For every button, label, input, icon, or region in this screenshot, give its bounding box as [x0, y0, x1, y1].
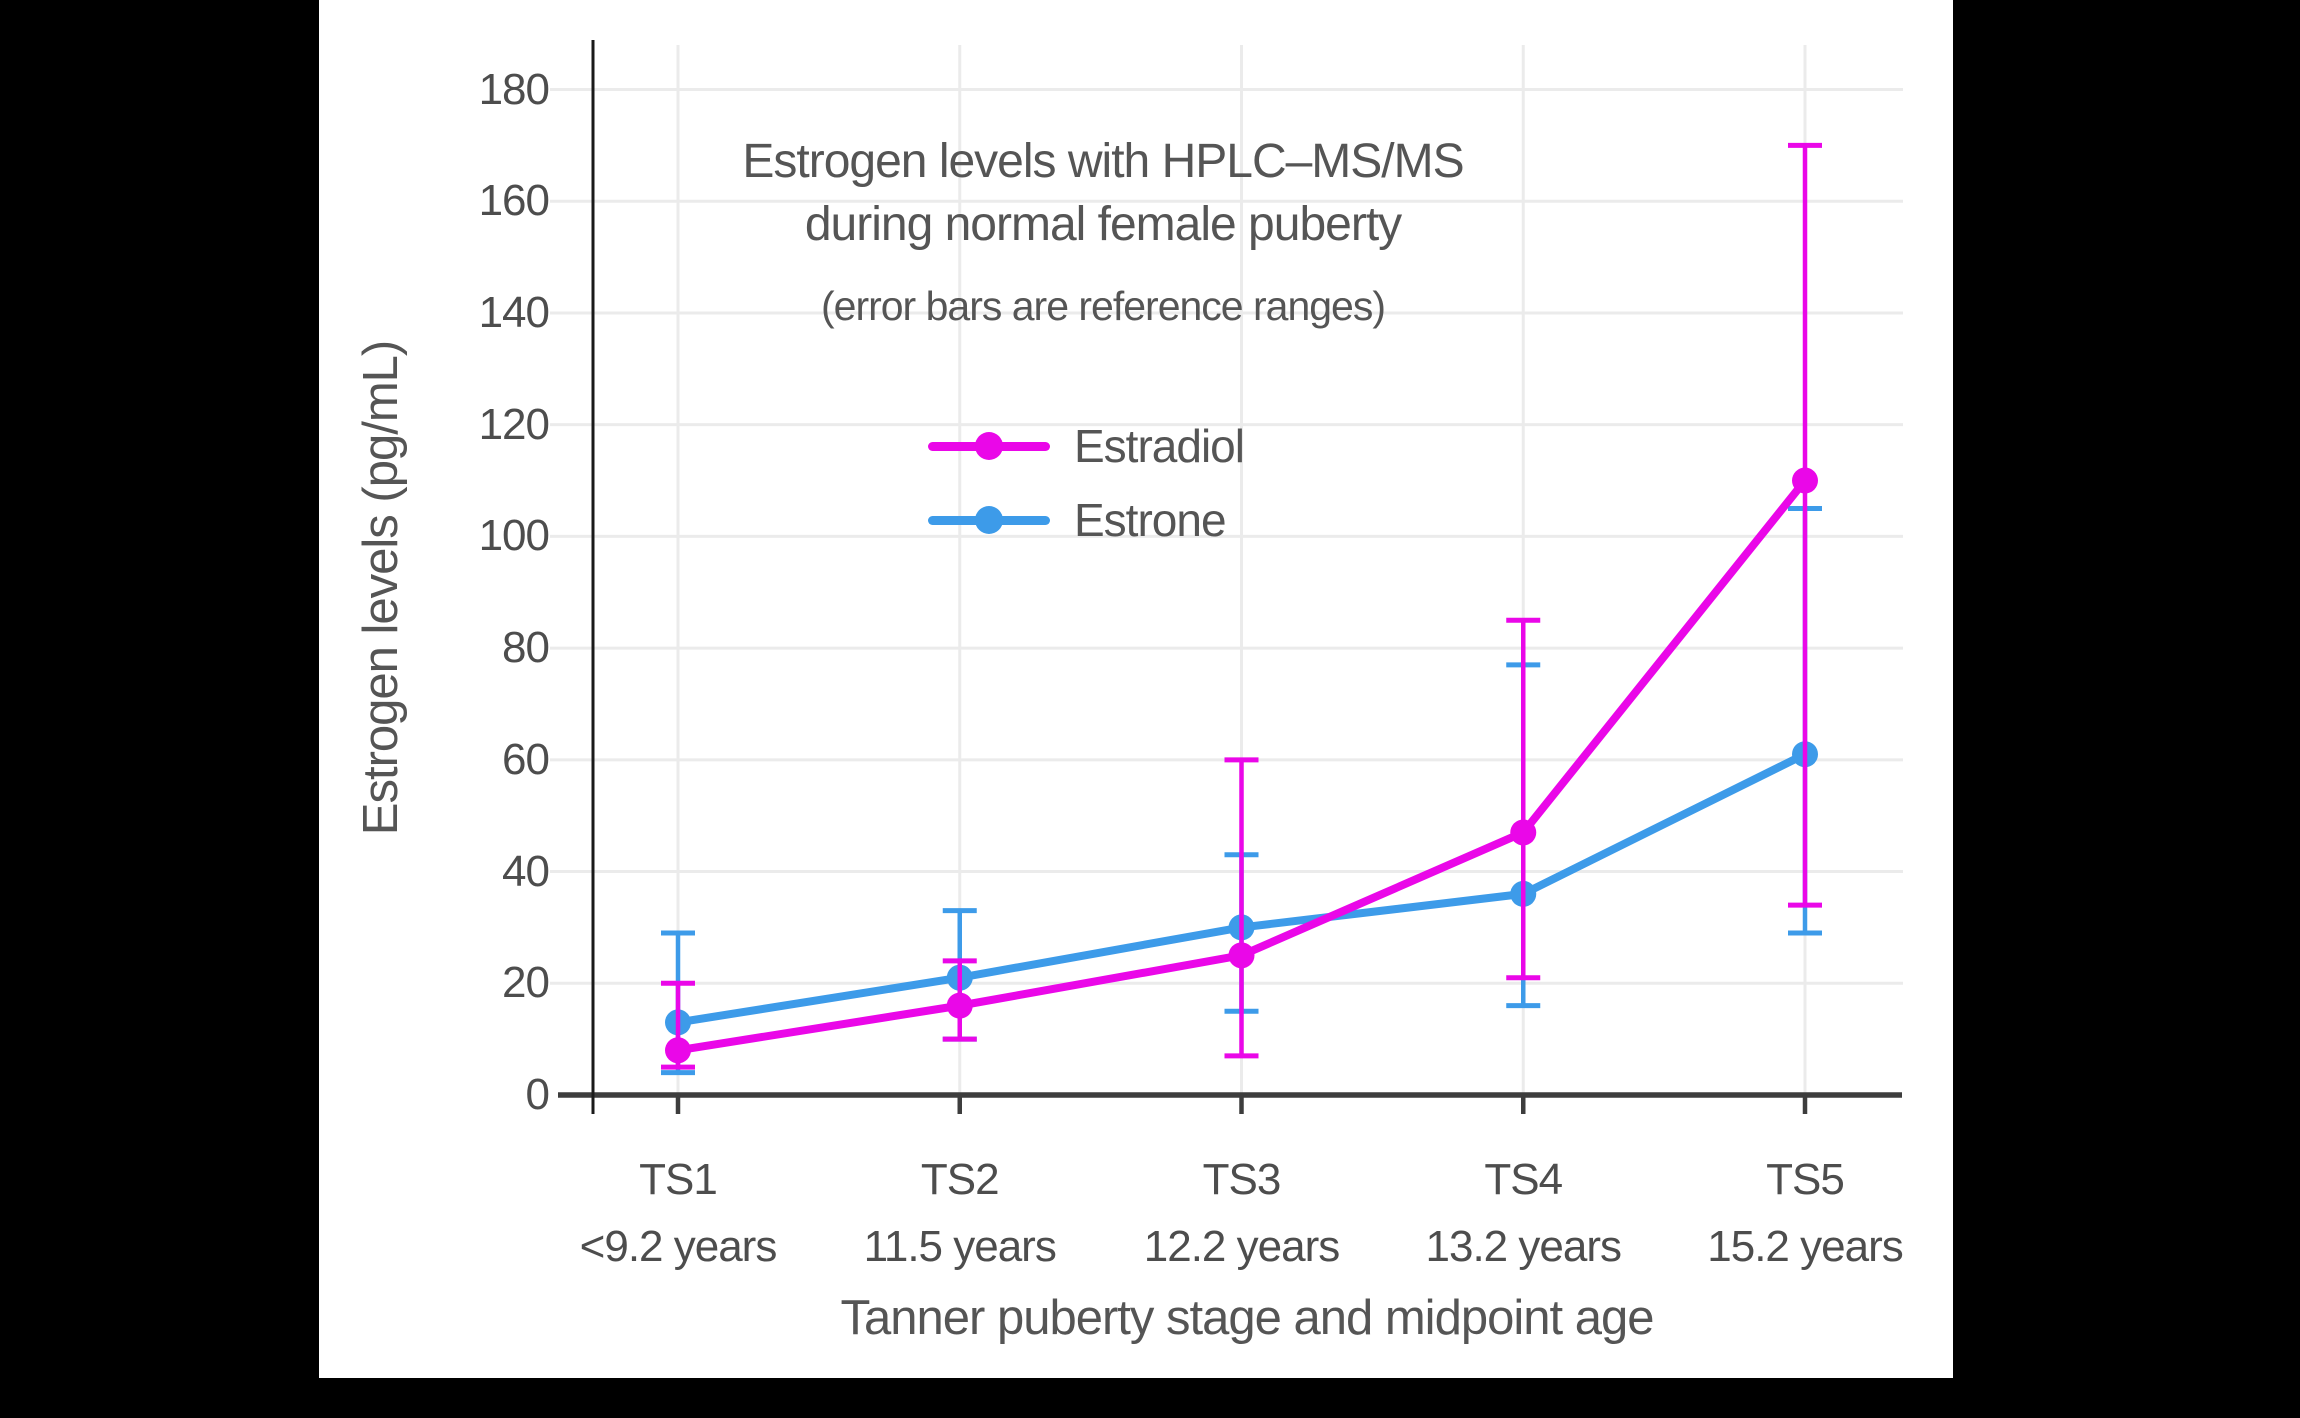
- x-category-label-ts3: TS3: [1202, 1155, 1282, 1204]
- y-tick-label-40: 40: [502, 846, 550, 896]
- data-point-estradiol-ts1: [665, 1037, 691, 1064]
- x-category-sublabel-ts2: 11.5 years: [863, 1222, 1057, 1271]
- data-point-estradiol-ts4: [1510, 819, 1537, 846]
- estradiol-line-marker-swatch: [928, 418, 1050, 474]
- x-category-sublabel-ts4: 13.2 years: [1425, 1222, 1622, 1271]
- line-chart: [550, 40, 1903, 1114]
- y-tick-label-60: 60: [502, 734, 550, 784]
- x-category-label-ts5: TS5: [1766, 1155, 1845, 1204]
- x-category-label-ts2: TS2: [920, 1155, 1000, 1204]
- y-tick-label-120: 120: [478, 399, 550, 449]
- chart-title-line1: Estrogen levels with HPLC–MS/MS: [742, 135, 1464, 188]
- chart-canvas: Estrogen levels with HPLC–MS/MS during n…: [319, 0, 1953, 1378]
- series-estradiol: [661, 142, 1822, 1070]
- x-axis-title: Tanner puberty stage and midpoint age: [840, 1291, 1655, 1345]
- legend-item-estradiol: Estradiol: [928, 418, 1245, 474]
- legend-item-estrone: Estrone: [928, 492, 1227, 548]
- y-tick-label-180: 180: [478, 64, 550, 114]
- y-tick-label-100: 100: [478, 511, 550, 561]
- y-tick-label-160: 160: [478, 176, 550, 226]
- x-category-sublabel-ts3: 12.2 years: [1143, 1222, 1340, 1271]
- x-category-sublabel-ts5: 15.2 years: [1707, 1222, 1903, 1271]
- x-category-sublabel-ts1: <9.2 years: [579, 1222, 778, 1271]
- chart-title-line2: during normal female puberty: [804, 198, 1402, 251]
- data-point-estradiol-ts3: [1228, 942, 1255, 969]
- x-category-label-ts1: TS1: [639, 1155, 718, 1204]
- legend-label-estradiol: Estradiol: [1074, 420, 1245, 472]
- y-tick-label-140: 140: [478, 287, 550, 337]
- y-tick-label-80: 80: [502, 623, 550, 673]
- y-tick-label-20: 20: [502, 958, 550, 1008]
- x-axis: [558, 1092, 1902, 1114]
- y-tick-label-0: 0: [525, 1070, 550, 1119]
- chart-subtitle: (error bars are reference ranges): [820, 283, 1386, 329]
- chart-title: Estrogen levels with HPLC–MS/MS during n…: [653, 130, 1553, 256]
- legend-label-estrone: Estrone: [1074, 494, 1227, 546]
- data-point-estradiol-ts2: [946, 992, 973, 1019]
- data-point-estradiol-ts5: [1792, 467, 1818, 494]
- estrone-line-marker-swatch: [928, 492, 1050, 548]
- x-category-label-ts4: TS4: [1484, 1155, 1563, 1204]
